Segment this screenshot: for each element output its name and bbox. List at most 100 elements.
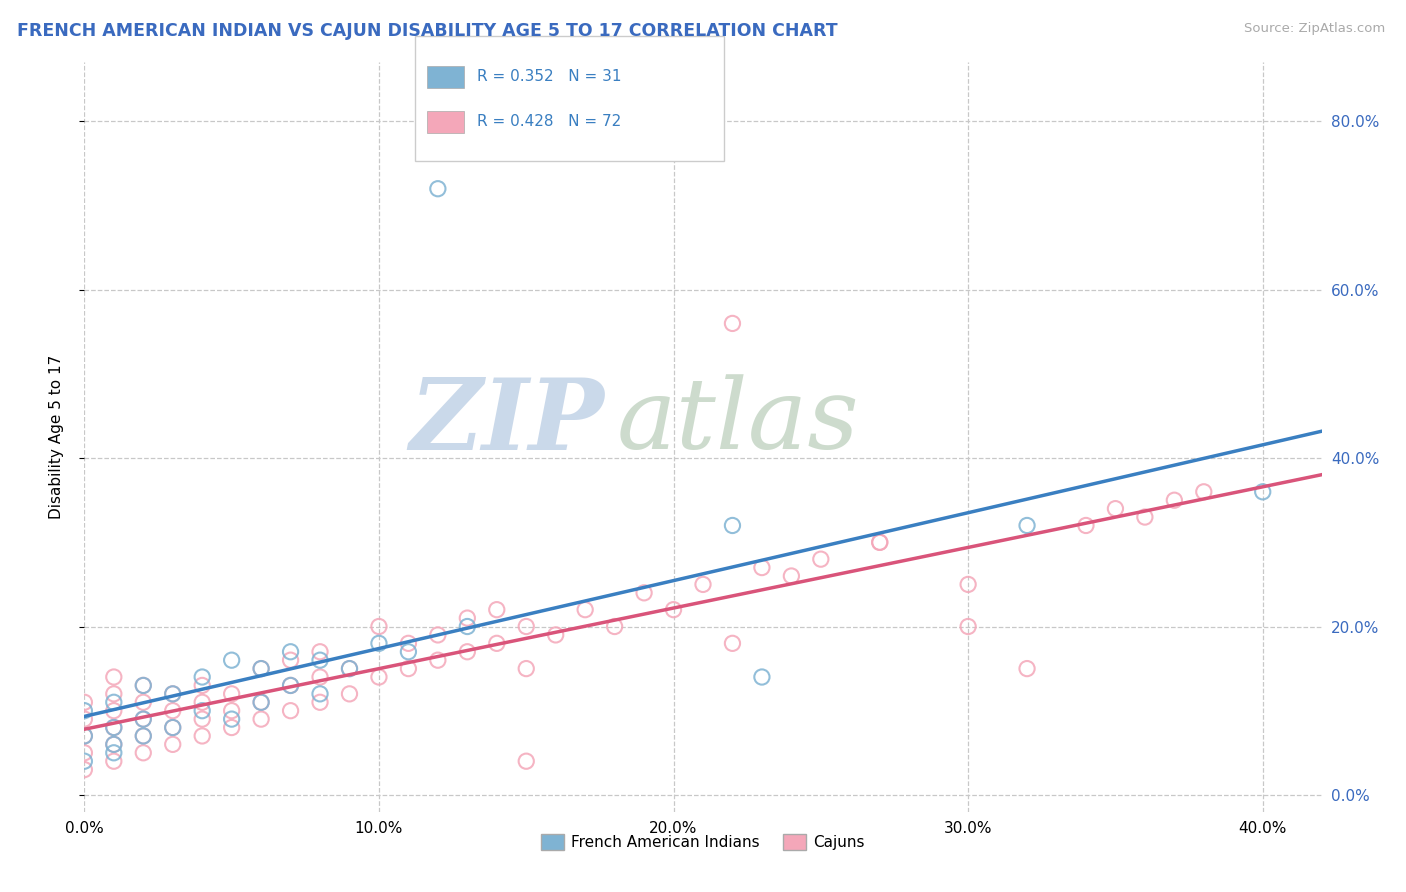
Point [544, 628, 567, 642]
FancyBboxPatch shape [415, 36, 724, 161]
Y-axis label: Disability Age 5 to 17: Disability Age 5 to 17 [49, 355, 63, 519]
Point [162, 721, 184, 735]
Point [1192, 484, 1215, 499]
Point [869, 535, 891, 549]
Point [396, 645, 419, 659]
Point [456, 619, 478, 633]
Point [426, 628, 449, 642]
Point [515, 754, 537, 768]
Point [810, 552, 832, 566]
Point [751, 560, 773, 574]
Point [780, 569, 803, 583]
Text: FRENCH AMERICAN INDIAN VS CAJUN DISABILITY AGE 5 TO 17 CORRELATION CHART: FRENCH AMERICAN INDIAN VS CAJUN DISABILI… [17, 22, 838, 40]
Point [103, 670, 125, 684]
Point [309, 670, 332, 684]
Point [73, 695, 96, 709]
Point [132, 695, 155, 709]
Point [162, 687, 184, 701]
Point [132, 746, 155, 760]
Point [191, 695, 214, 709]
Point [368, 636, 391, 650]
Point [250, 695, 273, 709]
Point [869, 535, 891, 549]
Point [221, 653, 243, 667]
Point [132, 729, 155, 743]
Point [662, 602, 685, 616]
Point [162, 704, 184, 718]
Point [73, 754, 96, 768]
Point [132, 678, 155, 692]
Point [1104, 501, 1126, 516]
Point [191, 678, 214, 692]
Point [309, 645, 332, 659]
Point [103, 721, 125, 735]
FancyBboxPatch shape [427, 111, 464, 133]
Point [73, 704, 96, 718]
Point [280, 645, 302, 659]
Point [132, 712, 155, 726]
Point [221, 721, 243, 735]
Point [250, 662, 273, 676]
Point [309, 687, 332, 701]
Point [103, 746, 125, 760]
Point [103, 754, 125, 768]
Point [221, 687, 243, 701]
Point [132, 729, 155, 743]
Point [721, 317, 744, 331]
Point [73, 729, 96, 743]
Point [73, 763, 96, 777]
Point [221, 704, 243, 718]
Point [280, 678, 302, 692]
Point [485, 636, 508, 650]
Text: atlas: atlas [616, 375, 859, 470]
Point [396, 662, 419, 676]
Point [721, 636, 744, 650]
Point [515, 662, 537, 676]
Point [339, 687, 361, 701]
Point [221, 712, 243, 726]
Point [721, 518, 744, 533]
Point [396, 636, 419, 650]
Point [103, 721, 125, 735]
Point [103, 695, 125, 709]
Point [103, 737, 125, 751]
Text: ZIP: ZIP [409, 374, 605, 470]
Point [191, 670, 214, 684]
Text: R = 0.352   N = 31: R = 0.352 N = 31 [477, 70, 621, 85]
Point [339, 662, 361, 676]
Point [309, 653, 332, 667]
Point [191, 729, 214, 743]
Point [250, 695, 273, 709]
Point [368, 670, 391, 684]
Point [162, 737, 184, 751]
Point [1015, 518, 1038, 533]
Point [1251, 484, 1274, 499]
Point [957, 577, 980, 591]
Point [250, 712, 273, 726]
Point [132, 712, 155, 726]
Point [751, 670, 773, 684]
Point [280, 653, 302, 667]
Point [162, 721, 184, 735]
Point [339, 662, 361, 676]
Point [1015, 662, 1038, 676]
Point [456, 611, 478, 625]
Text: R = 0.428   N = 72: R = 0.428 N = 72 [477, 114, 621, 129]
Legend: French American Indians, Cajuns: French American Indians, Cajuns [534, 829, 872, 856]
Point [73, 729, 96, 743]
Point [103, 704, 125, 718]
Point [132, 678, 155, 692]
Point [191, 704, 214, 718]
Point [574, 602, 596, 616]
Text: Source: ZipAtlas.com: Source: ZipAtlas.com [1244, 22, 1385, 36]
Point [162, 687, 184, 701]
Point [103, 737, 125, 751]
Point [1074, 518, 1097, 533]
Point [426, 653, 449, 667]
Point [103, 687, 125, 701]
Point [191, 712, 214, 726]
Point [456, 645, 478, 659]
Point [957, 619, 980, 633]
Point [73, 746, 96, 760]
Point [1133, 510, 1156, 524]
